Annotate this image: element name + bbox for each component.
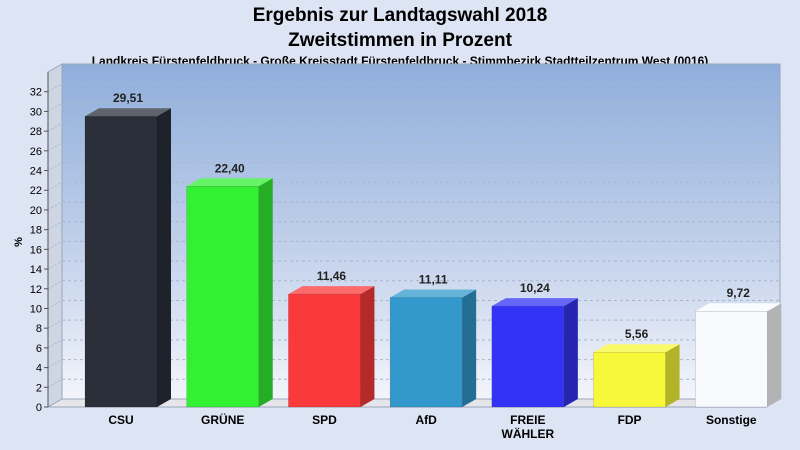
gridlines — [47, 83, 780, 388]
bar — [593, 344, 680, 408]
bar — [491, 298, 578, 408]
x-tick-label: GRÜNE — [201, 412, 244, 427]
bar-front — [288, 293, 361, 408]
y-tick-label: 16 — [30, 244, 42, 256]
x-tick-label: CSU — [108, 413, 133, 427]
bar-front — [491, 305, 565, 408]
gridline-side — [47, 201, 63, 211]
bar-side — [767, 303, 782, 407]
bar-top — [695, 303, 782, 312]
y-tick-label: 20 — [30, 205, 42, 217]
gridline-side — [47, 280, 63, 290]
x-tick-label: FREIE WÄHLER — [502, 413, 555, 441]
x-tick-label: SPD — [312, 413, 337, 427]
y-tick-label: 22 — [30, 185, 42, 197]
bar — [186, 178, 273, 408]
chart-subtitle: Zweitstimmen in Prozent — [288, 30, 512, 51]
gridline-side — [47, 102, 63, 112]
gridline-side — [47, 83, 63, 93]
bar-side — [360, 286, 375, 407]
y-tick-label: 10 — [30, 303, 42, 315]
data-label: 29,51 — [113, 91, 143, 105]
gridline-side — [47, 142, 63, 152]
bar-front — [695, 310, 768, 408]
data-label: 11,46 — [317, 269, 347, 283]
y-tick-label: 12 — [30, 284, 42, 296]
gridline-side — [47, 319, 63, 329]
x-axis-labels: CSU GRÜNE SPD AfD FREIE WÄHLER FDP Sonstige — [108, 412, 757, 441]
bar-top — [186, 178, 273, 187]
bar-front — [186, 186, 259, 408]
y-tick-label: 4 — [36, 363, 42, 375]
chart-title: Ergebnis zur Landtagswahl 2018 — [253, 5, 548, 26]
gridline-side — [47, 300, 63, 309]
data-label: 9,72 — [727, 286, 751, 300]
gridline-side — [47, 181, 63, 191]
bar — [288, 286, 375, 408]
y-tick-label: 0 — [36, 402, 42, 414]
bar-side — [563, 298, 578, 407]
y-tick-label: 26 — [30, 146, 42, 158]
gridline-side — [47, 122, 63, 132]
bar-top — [85, 108, 171, 117]
gridline-side — [47, 162, 63, 171]
gridline-side — [47, 359, 63, 369]
bar-side — [157, 108, 171, 407]
gridline-side — [47, 378, 63, 388]
bar-front — [389, 297, 463, 408]
bar — [389, 289, 477, 408]
y-tick-label: 24 — [30, 166, 42, 178]
data-label: 11,11 — [419, 273, 448, 287]
y-tick-label: 28 — [30, 126, 42, 138]
value-labels: 29,51 22,40 11,46 11,11 10,24 5,56 9,72 — [113, 91, 750, 341]
plot-side-wall — [47, 63, 63, 408]
y-tick-label: 18 — [30, 225, 42, 237]
bar-top — [390, 289, 477, 298]
x-tick-label: FDP — [618, 413, 642, 427]
y-tick-label: 6 — [36, 343, 42, 355]
gridline-side — [47, 260, 63, 270]
gridline-side — [47, 221, 63, 231]
y-tick-label: 14 — [30, 264, 42, 276]
bar-top — [491, 298, 578, 307]
x-tick-label: Sonstige — [706, 413, 757, 427]
data-label: 22,40 — [215, 161, 245, 175]
y-tick-label: 32 — [30, 87, 42, 99]
gridline-side — [47, 240, 63, 250]
y-axis-label: % — [13, 237, 25, 247]
bars — [84, 108, 782, 408]
bar-side — [258, 178, 273, 407]
data-label: 5,56 — [625, 327, 649, 341]
bar-front — [84, 115, 158, 408]
bar — [695, 303, 782, 408]
y-tick-label: 2 — [36, 382, 42, 394]
x-tick-label: AfD — [415, 413, 437, 427]
bar-side — [665, 344, 680, 407]
bar-side — [462, 289, 477, 407]
bar-top — [593, 344, 680, 353]
data-label: 10,24 — [520, 281, 550, 295]
y-tick-label: 8 — [36, 323, 42, 335]
bar-top — [288, 286, 375, 295]
bar — [84, 108, 171, 408]
y-tick-label: 30 — [30, 106, 42, 118]
gridline-side — [47, 339, 63, 349]
bar-front — [593, 351, 666, 408]
